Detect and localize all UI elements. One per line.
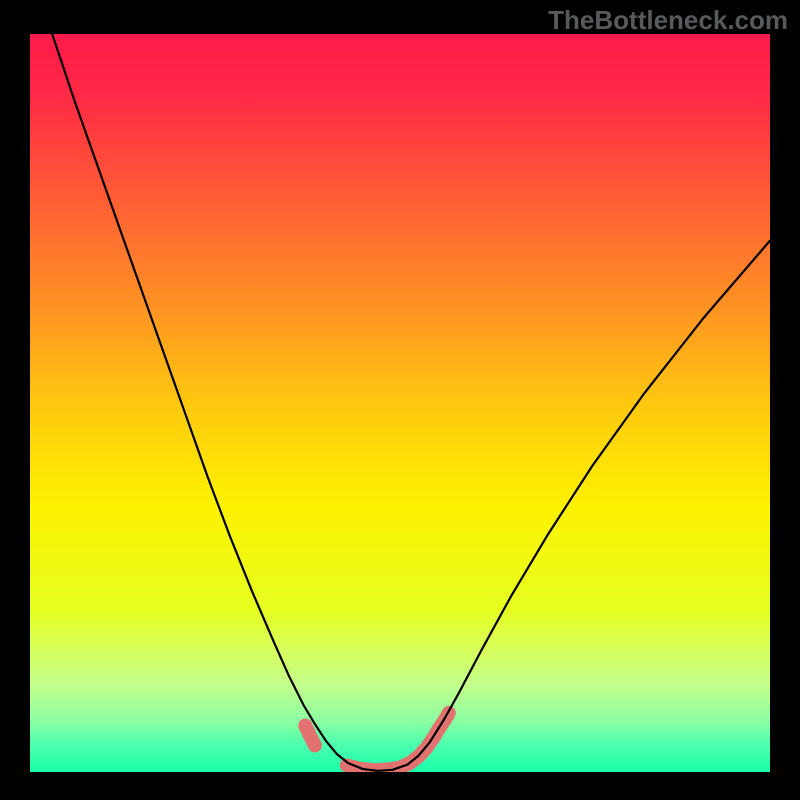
chart-svg (30, 34, 770, 772)
figure-root: TheBottleneck.com (0, 0, 800, 800)
plot-area (30, 34, 770, 772)
watermark: TheBottleneck.com (548, 5, 788, 36)
marker-stroke-0 (305, 726, 315, 746)
gradient-bg (30, 34, 770, 772)
